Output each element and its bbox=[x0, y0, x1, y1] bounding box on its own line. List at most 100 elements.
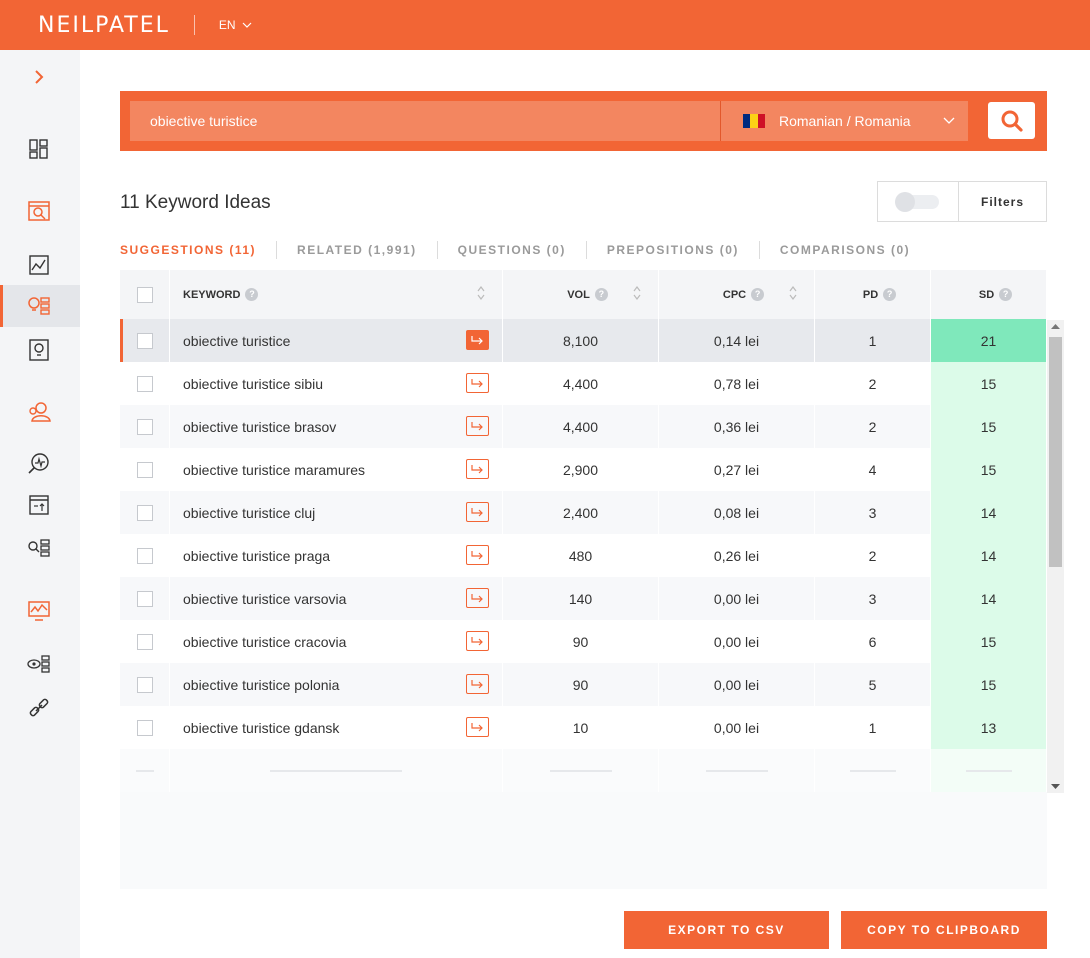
table-row[interactable]: obiective turistice cracovia 90 0,00 lei… bbox=[120, 620, 1047, 663]
tab-comparisons[interactable]: COMPARISONS (0) bbox=[779, 243, 911, 257]
sd-cell: 15 bbox=[931, 620, 1047, 663]
help-icon[interactable]: ? bbox=[245, 288, 259, 301]
keyword-text[interactable]: obiective turistice bbox=[183, 332, 291, 349]
sort-icon[interactable] bbox=[632, 285, 642, 301]
open-keyword-button[interactable] bbox=[466, 459, 489, 479]
keyword-text[interactable]: obiective turistice praga bbox=[183, 547, 331, 564]
scroll-up-icon[interactable] bbox=[1051, 323, 1060, 329]
keyword-text[interactable]: obiective turistice polonia bbox=[183, 676, 340, 693]
language-selector[interactable]: EN bbox=[219, 18, 252, 32]
scrollbar-thumb[interactable] bbox=[1049, 337, 1062, 567]
open-keyword-button[interactable] bbox=[466, 631, 489, 651]
toggle-track bbox=[895, 191, 939, 212]
help-icon[interactable]: ? bbox=[883, 288, 897, 301]
filters-toggle[interactable] bbox=[878, 182, 959, 221]
table-row[interactable]: obiective turistice praga 480 0,26 lei 2… bbox=[120, 534, 1047, 577]
row-checkbox[interactable] bbox=[136, 676, 153, 693]
backlinks-icon[interactable] bbox=[22, 691, 56, 725]
sort-icon[interactable] bbox=[476, 285, 486, 301]
row-checkbox[interactable] bbox=[136, 590, 153, 607]
keyword-search-input[interactable]: obiective turistice bbox=[130, 101, 720, 141]
chevron-right-icon[interactable] bbox=[30, 68, 48, 86]
help-icon[interactable]: ? bbox=[594, 288, 608, 301]
table-row[interactable]: obiective turistice gdansk 10 0,00 lei 1… bbox=[120, 706, 1047, 749]
tab-questions[interactable]: QUESTIONS (0) bbox=[457, 243, 566, 257]
open-keyword-button[interactable] bbox=[466, 502, 489, 522]
keyword-cell: obiective turistice gdansk bbox=[170, 706, 503, 749]
users-icon[interactable] bbox=[22, 395, 56, 429]
table-scrollbar[interactable] bbox=[1047, 320, 1064, 793]
placeholder-dash bbox=[549, 769, 612, 772]
open-keyword-button[interactable] bbox=[466, 588, 489, 608]
scroll-down-icon[interactable] bbox=[1051, 784, 1060, 790]
location-select[interactable]: Romanian / Romania bbox=[720, 101, 968, 141]
open-keyword-button[interactable] bbox=[466, 717, 489, 737]
column-keyword[interactable]: KEYWORD ? bbox=[170, 270, 503, 319]
keyword-text[interactable]: obiective turistice maramures bbox=[183, 461, 366, 478]
table-row[interactable]: obiective turistice varsovia 140 0,00 le… bbox=[120, 577, 1047, 620]
eye-list-icon[interactable] bbox=[22, 647, 56, 681]
row-checkbox[interactable] bbox=[136, 332, 153, 349]
row-select-cell bbox=[120, 663, 170, 706]
open-keyword-button[interactable] bbox=[466, 373, 489, 393]
vol-cell: 2,400 bbox=[503, 491, 659, 534]
table-row[interactable]: obiective turistice 8,100 0,14 lei 1 21 bbox=[120, 319, 1047, 362]
logo[interactable]: NEILPATEL bbox=[38, 12, 170, 38]
table-row[interactable]: obiective turistice polonia 90 0,00 lei … bbox=[120, 663, 1047, 706]
row-checkbox[interactable] bbox=[136, 504, 153, 521]
row-checkbox[interactable] bbox=[136, 633, 153, 650]
content-ideas-icon[interactable] bbox=[22, 333, 56, 367]
keyword-ideas-icon[interactable] bbox=[22, 289, 56, 323]
row-checkbox[interactable] bbox=[136, 418, 153, 435]
site-audit-icon[interactable] bbox=[22, 194, 56, 228]
competitor-analysis-icon[interactable] bbox=[22, 446, 56, 480]
select-all-checkbox[interactable] bbox=[136, 286, 153, 303]
column-sd[interactable]: SD ? bbox=[931, 270, 1047, 319]
header-divider bbox=[193, 15, 195, 35]
keyword-text[interactable]: obiective turistice cracovia bbox=[183, 633, 347, 650]
help-icon[interactable]: ? bbox=[751, 288, 765, 301]
keyword-text[interactable]: obiective turistice gdansk bbox=[183, 719, 340, 736]
row-checkbox[interactable] bbox=[136, 719, 153, 736]
keyword-text[interactable]: obiective turistice varsovia bbox=[183, 590, 347, 607]
chart-monitor-icon[interactable] bbox=[22, 594, 56, 628]
open-keyword-button[interactable] bbox=[466, 674, 489, 694]
column-pd[interactable]: PD ? bbox=[815, 270, 931, 319]
placeholder-dash bbox=[849, 769, 896, 772]
open-keyword-button[interactable] bbox=[466, 330, 489, 350]
traffic-analyzer-icon[interactable] bbox=[22, 248, 56, 282]
filters-control: Filters bbox=[877, 181, 1047, 222]
keyword-text[interactable]: obiective turistice brasov bbox=[183, 418, 337, 435]
column-vol[interactable]: VOL ? bbox=[503, 270, 659, 319]
rank-tracking-icon[interactable] bbox=[22, 488, 56, 522]
keyword-text[interactable]: obiective turistice sibiu bbox=[183, 375, 324, 392]
copy-clipboard-button[interactable]: COPY TO CLIPBOARD bbox=[841, 911, 1047, 949]
table-row[interactable]: obiective turistice maramures 2,900 0,27… bbox=[120, 448, 1047, 491]
table-row[interactable]: obiective turistice cluj 2,400 0,08 lei … bbox=[120, 491, 1047, 534]
placeholder-cell bbox=[120, 749, 170, 792]
filters-button[interactable]: Filters bbox=[980, 194, 1024, 209]
keyword-lists-icon[interactable] bbox=[22, 531, 56, 565]
pd-cell: 2 bbox=[815, 534, 931, 577]
tab-related[interactable]: RELATED (1,991) bbox=[297, 243, 417, 257]
pd-cell: 4 bbox=[815, 448, 931, 491]
table-row[interactable]: obiective turistice brasov 4,400 0,36 le… bbox=[120, 405, 1047, 448]
row-checkbox[interactable] bbox=[136, 461, 153, 478]
row-checkbox[interactable] bbox=[136, 375, 153, 392]
sort-icon[interactable] bbox=[788, 285, 798, 301]
arrow-right-icon bbox=[471, 723, 483, 732]
tab-prepositions[interactable]: PREPOSITIONS (0) bbox=[606, 243, 739, 257]
arrow-right-icon bbox=[471, 422, 483, 431]
search-button[interactable] bbox=[988, 102, 1035, 139]
row-checkbox[interactable] bbox=[136, 547, 153, 564]
table-row[interactable]: obiective turistice sibiu 4,400 0,78 lei… bbox=[120, 362, 1047, 405]
placeholder-cell bbox=[170, 749, 503, 792]
tab-suggestions[interactable]: SUGGESTIONS (11) bbox=[120, 243, 257, 257]
column-cpc[interactable]: CPC ? bbox=[659, 270, 815, 319]
dashboard-icon[interactable] bbox=[22, 132, 56, 166]
open-keyword-button[interactable] bbox=[466, 545, 489, 565]
export-csv-button[interactable]: EXPORT TO CSV bbox=[624, 911, 829, 949]
open-keyword-button[interactable] bbox=[466, 416, 489, 436]
keyword-text[interactable]: obiective turistice cluj bbox=[183, 504, 316, 521]
help-icon[interactable]: ? bbox=[999, 288, 1013, 301]
